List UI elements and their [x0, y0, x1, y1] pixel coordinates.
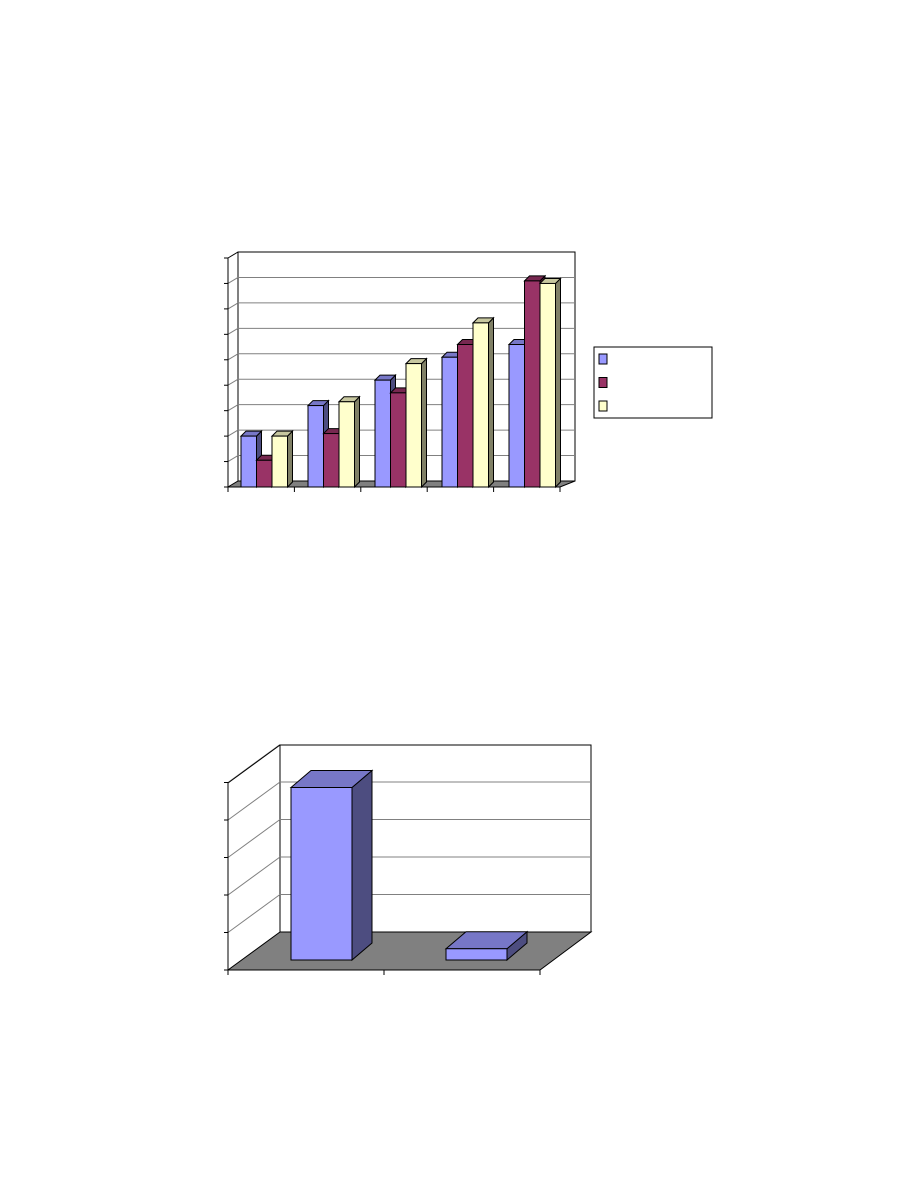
column-chart	[224, 744, 593, 975]
side-gridline	[227, 378, 239, 386]
bar-5-series-3-side	[555, 277, 561, 489]
bar-1-series-3-side	[287, 429, 293, 489]
bar-3-series-2-front	[390, 392, 407, 488]
bar-1-side	[351, 769, 373, 962]
side-gridline	[227, 455, 239, 462]
bar-3-series-3-side	[421, 357, 427, 489]
bar-4-series-3-front	[472, 322, 489, 488]
side-gridline	[227, 353, 239, 361]
bar-2-series-3-front	[338, 401, 355, 488]
bar-1-series-2-front	[256, 459, 273, 488]
bar-4-series-1-front	[441, 356, 458, 488]
legend-box	[593, 346, 713, 419]
side-gridline	[227, 781, 281, 821]
bar-3-series-1-front	[374, 379, 391, 488]
bar-3-series-3-front	[405, 363, 422, 488]
bar-5-series-2-front	[524, 280, 541, 488]
side-gridline	[227, 277, 239, 284]
bar-2-series-3-side	[354, 395, 360, 489]
side-gridline	[227, 856, 281, 896]
bar-2-front	[445, 948, 508, 961]
legend-swatch-3	[598, 400, 608, 412]
side-gridline	[227, 894, 281, 933]
legend-swatch-2	[598, 377, 608, 388]
legend	[593, 346, 713, 419]
bar-2-series-2-front	[323, 433, 340, 488]
bar-1-series-3-front	[271, 435, 288, 488]
bar-1-front	[290, 787, 353, 961]
y-axis-top	[227, 251, 239, 259]
clustered-column-chart	[224, 251, 713, 492]
bar-4-series-3-side	[488, 316, 494, 489]
side-gridline	[227, 302, 239, 310]
side-gridline	[227, 327, 239, 335]
bar-5-series-3-front	[539, 282, 556, 488]
side-gridline	[227, 404, 239, 412]
y-axis-top	[227, 744, 281, 784]
bar-1-series-1-front	[240, 435, 257, 488]
bar-4-series-2-front	[457, 344, 474, 488]
bar-2-series-1-front	[307, 405, 324, 488]
side-gridline	[227, 819, 281, 858]
legend-swatch-1	[598, 353, 608, 365]
side-gridline	[227, 429, 239, 437]
bar-5-series-1-front	[508, 344, 525, 488]
floor	[226, 931, 593, 971]
